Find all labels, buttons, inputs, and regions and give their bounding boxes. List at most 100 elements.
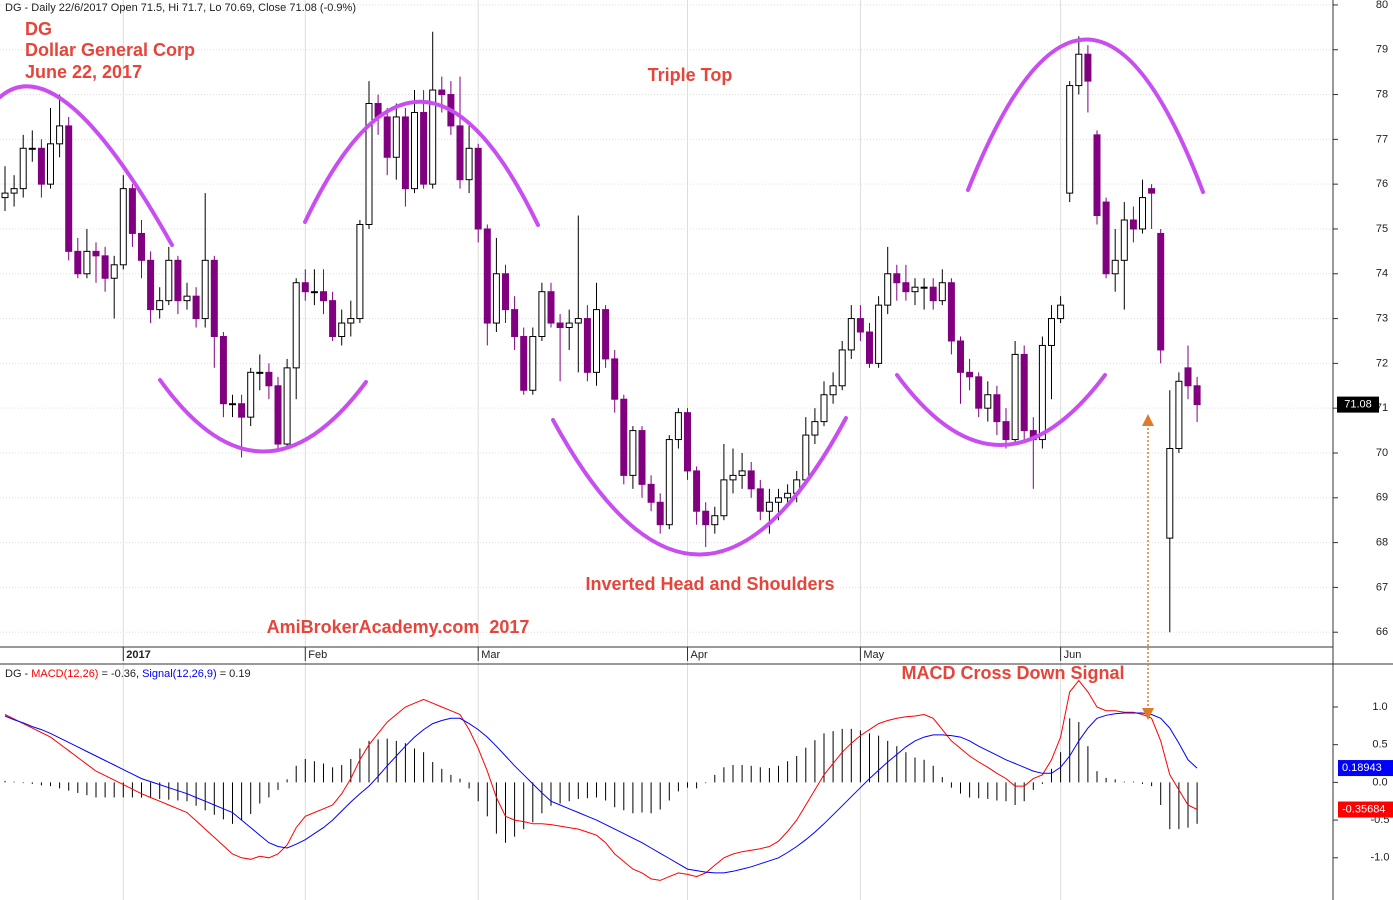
candle-body bbox=[1038, 344, 1046, 441]
candle-body bbox=[765, 501, 773, 512]
candle-body bbox=[784, 492, 792, 499]
y-tick-label: 68 bbox=[1376, 537, 1388, 549]
candle-body bbox=[174, 259, 182, 302]
last-price-box bbox=[1337, 396, 1379, 413]
candle-body bbox=[101, 255, 109, 279]
candle-body bbox=[547, 291, 555, 324]
candle-body bbox=[483, 228, 491, 324]
candle-body bbox=[1002, 421, 1010, 441]
y-tick-label: 73 bbox=[1376, 312, 1388, 324]
candle-body bbox=[975, 376, 983, 409]
candle-body bbox=[674, 412, 682, 441]
last-value-label: -0.35684 bbox=[1342, 803, 1385, 815]
y-tick-label: 75 bbox=[1376, 223, 1388, 235]
candle-body bbox=[438, 89, 446, 96]
last-value-box bbox=[1338, 801, 1393, 818]
candle-body bbox=[47, 143, 54, 185]
series-line bbox=[4, 712, 1198, 874]
pattern-arc bbox=[966, 37, 1205, 194]
annotation: DG bbox=[25, 19, 52, 39]
y-tick-label: 80 bbox=[1376, 0, 1388, 11]
candle-body bbox=[119, 188, 127, 266]
candle-body bbox=[902, 282, 910, 293]
legend-value: = -0.36, bbox=[101, 668, 139, 680]
pattern-arc bbox=[551, 416, 848, 557]
candle-body bbox=[638, 430, 646, 485]
candle-body bbox=[866, 331, 873, 364]
candle-body bbox=[429, 89, 437, 185]
candle-body bbox=[529, 335, 537, 391]
candle-body bbox=[1148, 188, 1156, 194]
candle-body bbox=[411, 111, 418, 190]
candle-body bbox=[10, 188, 18, 194]
candle-body bbox=[1129, 219, 1137, 230]
candle-body bbox=[365, 103, 373, 225]
candle-body bbox=[383, 116, 391, 158]
candle-body bbox=[993, 394, 1001, 423]
candle-body bbox=[201, 259, 209, 320]
candle-body bbox=[620, 398, 628, 476]
annotation: Triple Top bbox=[648, 65, 733, 85]
annotation: June 22, 2017 bbox=[25, 62, 142, 82]
pattern-arc bbox=[895, 373, 1107, 447]
candle-body bbox=[1102, 201, 1110, 275]
macd-header: DG - MACD(12,26) = -0.36, Signal(12,26,9) = … bbox=[5, 668, 251, 680]
candle-body bbox=[301, 282, 309, 293]
y-tick-label: 76 bbox=[1376, 178, 1388, 190]
candle-body bbox=[320, 291, 327, 302]
last-value-label: 0.18943 bbox=[1342, 762, 1382, 774]
candle-body bbox=[1184, 367, 1192, 387]
candle-body bbox=[192, 295, 200, 320]
candle-body bbox=[947, 282, 955, 342]
last-value-box bbox=[1338, 760, 1393, 777]
candle-body bbox=[729, 474, 737, 481]
y-tick-label: 0.0 bbox=[1372, 776, 1387, 788]
annotation: Inverted Head and Shoulders bbox=[585, 574, 834, 594]
grid-layer bbox=[0, 0, 1333, 900]
candle-body bbox=[147, 259, 155, 311]
candle-body bbox=[602, 309, 610, 360]
candle-body bbox=[875, 304, 883, 364]
annotation: AmiBrokerAcademy.com 2017 bbox=[267, 617, 530, 637]
candle-body bbox=[310, 291, 318, 294]
candle-body bbox=[738, 470, 746, 476]
candle-body bbox=[593, 309, 600, 373]
candle-body bbox=[1057, 304, 1065, 320]
candle-body bbox=[1066, 85, 1074, 194]
candle-body bbox=[65, 125, 73, 252]
candle-body bbox=[656, 501, 664, 526]
y-tick-label: 77 bbox=[1376, 133, 1388, 145]
candle-body bbox=[966, 371, 974, 378]
y-tick-label: 79 bbox=[1376, 44, 1388, 56]
pattern-arc bbox=[158, 378, 368, 454]
x-tick-label: May bbox=[863, 649, 884, 661]
candle-body bbox=[1175, 380, 1183, 450]
candle-body bbox=[611, 358, 619, 400]
candle-body bbox=[574, 318, 582, 324]
candle-body bbox=[647, 483, 655, 503]
candle-body bbox=[538, 291, 546, 337]
y-tick-label: 69 bbox=[1376, 492, 1388, 504]
candle-body bbox=[957, 340, 964, 373]
candle-body bbox=[775, 497, 782, 503]
candle-body bbox=[329, 300, 337, 337]
candle-body bbox=[1084, 53, 1092, 82]
candle-body bbox=[138, 232, 145, 261]
candle-body bbox=[820, 394, 828, 423]
y-tick-label: 1.0 bbox=[1372, 701, 1387, 713]
candle-body bbox=[247, 371, 255, 418]
y-tick-label: 74 bbox=[1376, 268, 1388, 280]
y-tick-label: 67 bbox=[1376, 581, 1388, 593]
candle-body bbox=[747, 470, 755, 490]
candle-body bbox=[74, 250, 82, 275]
candle-body bbox=[665, 439, 673, 526]
candle-body bbox=[629, 430, 637, 476]
candle-body bbox=[283, 367, 291, 445]
candle-body bbox=[520, 335, 528, 391]
candle-body bbox=[465, 147, 473, 181]
price-title: DG - Daily 22/6/2017 Open 71.5, Hi 71.7,… bbox=[5, 2, 356, 14]
candle-body bbox=[83, 250, 91, 275]
candle-body bbox=[292, 282, 300, 369]
candle-body bbox=[347, 318, 355, 324]
